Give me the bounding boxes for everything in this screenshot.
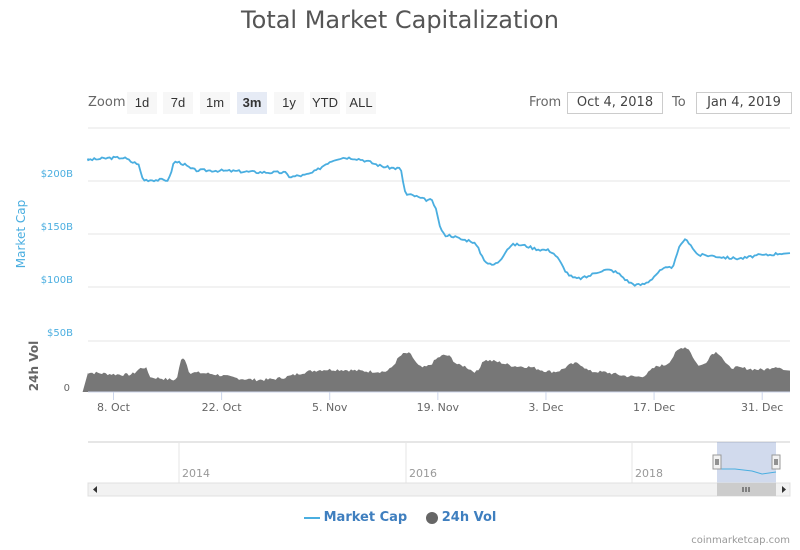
scrollbar-track[interactable] [87,482,791,497]
navigator-series [717,468,777,475]
navigator-year-label: 2016 [409,467,437,480]
y-tick-label: $150B [41,222,73,233]
circle-marker-icon [425,511,438,524]
y-tick-label: $50B [47,328,73,339]
zoom-1y-button[interactable]: 1y [274,92,304,114]
legend: Market Cap 24h Vol [0,510,800,525]
zoom-3m-button[interactable]: 3m [237,92,267,114]
market-cap-line [87,155,791,287]
from-label: From [529,95,562,110]
zoom-label: Zoom [88,95,126,110]
navigator-year-label: 2018 [635,467,663,480]
zoom-1m-button[interactable]: 1m [200,92,230,114]
x-tick-label: 31. Dec [741,401,783,414]
vol-tick-label: 0 [64,383,70,394]
navigator-year-label: 2014 [182,467,210,480]
y-axis-title: Market Cap [14,200,28,268]
chart-title: Total Market Capitalization [241,6,559,34]
scroll-right-arrow-icon[interactable] [782,486,786,493]
navigator-handle[interactable] [712,454,722,470]
scroll-left-arrow-icon[interactable] [93,486,97,493]
x-tick-label: 5. Nov [312,401,348,414]
zoom-ytd-button[interactable]: YTD [310,92,340,114]
navigator-selection [717,442,776,483]
handle-grip-icon [771,454,781,470]
y-tick-label: $100B [41,275,73,286]
navigator-handle[interactable] [771,454,781,470]
navigator [88,442,790,483]
legend-item-market-cap[interactable]: Market Cap [303,510,412,525]
x-tick-label: 8. Oct [97,401,131,414]
from-date-input[interactable]: Oct 4, 2018 [567,92,663,114]
x-tick-label: 3. Dec [528,401,563,414]
y-tick-label: $200B [41,169,73,180]
to-date-input[interactable]: Jan 4, 2019 [696,92,792,114]
volume-area [82,347,791,392]
zoom-1d-button[interactable]: 1d [127,92,157,114]
handle-grip-icon [712,454,722,470]
x-tick-label: 19. Nov [417,401,460,414]
x-tick-label: 17. Dec [633,401,675,414]
to-label: To [672,95,686,110]
x-tick-label: 22. Oct [202,401,243,414]
legend-label: 24h Vol [441,510,497,525]
zoom-7d-button[interactable]: 7d [163,92,193,114]
credit-link[interactable]: coinmarketcap.com [691,535,790,546]
legend-item-24h-vol[interactable]: 24h Vol [425,510,497,525]
zoom-all-button[interactable]: ALL [346,92,376,114]
vol-axis-title: 24h Vol [27,341,41,391]
line-marker-icon [303,516,320,519]
legend-label: Market Cap [323,510,408,525]
